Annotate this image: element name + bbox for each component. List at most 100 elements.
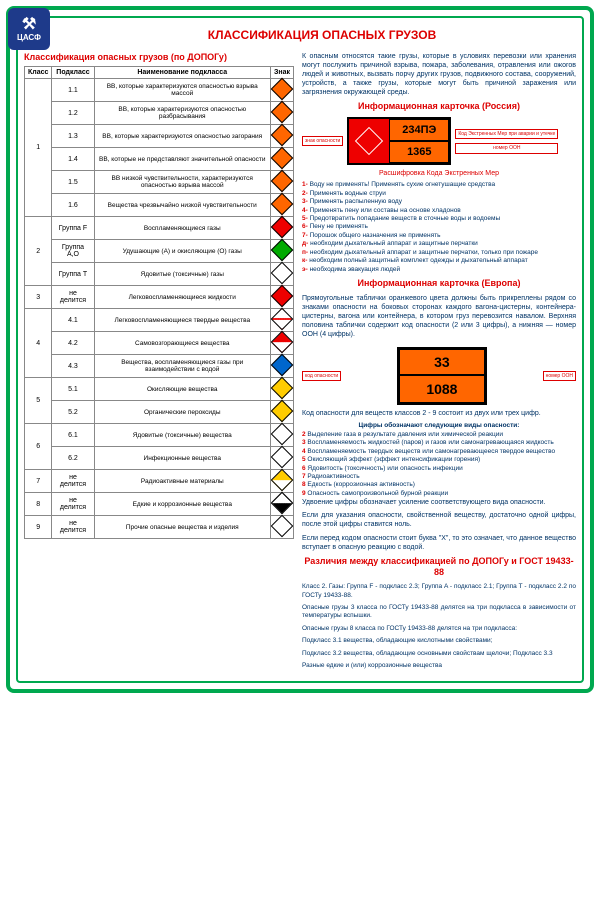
cell-name: Вещества чрезвычайно низкой чувствительн… [94,194,270,217]
cell-name: Ядовитые (токсичные) вещества [94,424,270,447]
cell-sign [270,148,293,171]
logo-icon: ⚒ [22,17,36,33]
table-row: 66.1Ядовитые (токсичные) вещества [25,424,294,447]
cell-subclass: не делится [52,286,94,309]
inner-border: КЛАССИФИКАЦИЯ ОПАСНЫХ ГРУЗОВ Классификац… [16,16,584,683]
card-ru-box: 234ПЭ 1365 [347,117,451,165]
table-row: 11.1ВВ, которые характеризуются опасност… [25,79,294,102]
eu-para: Прямоугольные таблички оранжевого цвета … [302,294,576,339]
label-sign: знак опасности [302,136,343,147]
digit-item: 7 Радиоактивность [302,473,576,481]
decrypt-item: э- необходима эвакуация людей [302,266,576,274]
digit-item: 4 Воспламеняемость твердых веществ или с… [302,448,576,456]
hazard-diamond-icon [271,446,294,469]
cell-subclass: 4.3 [52,355,94,378]
label-emergency-code: Код Экстренных Мер при аварии и утечке [455,129,558,140]
hazard-diamond-icon [271,331,294,354]
table-row: 5.2Органические пероксиды [25,401,294,424]
cell-sign [270,171,293,194]
label-un-number: номер ООН [455,143,558,154]
cell-name: Прочие опасные вещества и изделия [94,516,270,539]
cell-class: 8 [25,493,52,516]
hazard-diamond-icon [271,101,294,124]
cell-name: Вещества, воспламеняющиеся газы при взаи… [94,355,270,378]
decrypt-item: 5- Предотвратить попадание веществ в сто… [302,215,576,223]
cell-subclass: 6.1 [52,424,94,447]
cell-subclass: не делится [52,516,94,539]
digit-item: 6 Ядовитость (токсичность) или опасность… [302,465,576,473]
digits-note1: Удвоение цифры обозначает усиление соотв… [302,498,576,507]
table-row: 8не делитсяЕдкие и коррозионные вещества [25,493,294,516]
diff-item: Опасные грузы 3 класса по ГОСТу 19433-88… [302,604,576,621]
cell-name: Инфекционные вещества [94,447,270,470]
logo-text: ЦАСФ [17,33,41,42]
cell-class: 6 [25,424,52,470]
cell-sign [270,332,293,355]
table-row: 9не делитсяПрочие опасные вещества и изд… [25,516,294,539]
hazard-diamond-icon [271,78,294,101]
table-row: 4.2Самовозгорающиеся вещества [25,332,294,355]
diff-title: Различия между классификацией по ДОПОГу … [302,556,576,579]
cell-name: Ядовитые (токсичные) газы [94,263,270,286]
cell-subclass: Группа A,O [52,240,94,263]
cell-name: ВВ, которые характеризуются опасностью з… [94,125,270,148]
hazard-diamond-icon [271,262,294,285]
table-row: 1.5ВВ низкой чувствительности, характери… [25,171,294,194]
decrypt-item: 2- Применять водные струи [302,190,576,198]
hazard-diamond-icon [271,193,294,216]
decrypt-list: 1- Воду не применять! Применять сухие ог… [302,181,576,274]
hazard-diamond-icon [271,377,294,400]
cell-sign [270,79,293,102]
cell-name: ВВ низкой чувствительности, характеризую… [94,171,270,194]
page-title: КЛАССИФИКАЦИЯ ОПАСНЫХ ГРУЗОВ [68,28,576,42]
diff-list: Класс 2. Газы: Группа F - подкласс 2.3; … [302,583,576,671]
cell-name: ВВ, которые не представляют значительной… [94,148,270,171]
card-europe: код опасности 33 1088 номер ООН [302,343,576,409]
cell-name: Радиоактивные материалы [94,470,270,493]
cell-name: ВВ, которые характеризуются опасностью р… [94,102,270,125]
cell-sign [270,286,293,309]
cell-name: ВВ, которые характеризуются опасностью в… [94,79,270,102]
digit-item: 9 Опасность самопроизвольной бурной реак… [302,490,576,498]
decrypt-item: д- необходим дыхательный аппарат и защит… [302,240,576,248]
hazard-diamond-icon [271,124,294,147]
cell-subclass: не делится [52,493,94,516]
eu-label-right: номер ООН [543,371,576,382]
hazard-diamond-icon [271,147,294,170]
cell-subclass: 4.1 [52,309,94,332]
table-row: 55.1Окисляющие вещества [25,378,294,401]
cell-subclass: 1.6 [52,194,94,217]
cell-sign [270,516,293,539]
cell-name: Воспламеняющиеся газы [94,217,270,240]
diff-item: Подкласс 3.1 вещества, обладающие кислот… [302,637,576,645]
cell-subclass: 6.2 [52,447,94,470]
cell-sign [270,217,293,240]
diff-item: Подкласс 3.2 вещества, обладающие основн… [302,650,576,658]
cell-name: Легковоспламеняющиеся твердые вещества [94,309,270,332]
table-row: 4.3Вещества, воспламеняющиеся газы при в… [25,355,294,378]
cell-subclass: 1.3 [52,125,94,148]
hazard-diamond-icon [271,423,294,446]
table-title: Классификация опасных грузов (по ДОПОГу) [24,52,294,62]
hazard-diamond-icon [271,469,294,492]
cell-sign [270,378,293,401]
card-russia: знак опасности 234ПЭ 1365 Код Экстренных… [302,117,576,165]
cell-sign [270,470,293,493]
cell-sign [270,309,293,332]
hazard-diamond-icon [271,400,294,423]
intro-text: К опасным относятся такие грузы, которые… [302,52,576,97]
cell-class: 3 [25,286,52,309]
decrypt-item: 6- Пену не применять [302,223,576,231]
cell-name: Легковоспламеняющиеся жидкости [94,286,270,309]
decrypt-item: п- необходим дыхательный аппарат и защит… [302,249,576,257]
table-row: 1.3ВВ, которые характеризуются опасность… [25,125,294,148]
cell-sign [270,240,293,263]
table-header: Подкласс [52,67,94,79]
table-row: 2Группа FВоспламеняющиеся газы [25,217,294,240]
digit-item: 2 Выделение газа в результате давления и… [302,431,576,439]
hazard-diamond-icon [271,492,294,515]
cell-subclass: Группа F [52,217,94,240]
digit-item: 8 Едкость (коррозионная активность) [302,481,576,489]
table-row: Группа TЯдовитые (токсичные) газы [25,263,294,286]
digits-intro: Код опасности для веществ классов 2 - 9 … [302,409,576,418]
